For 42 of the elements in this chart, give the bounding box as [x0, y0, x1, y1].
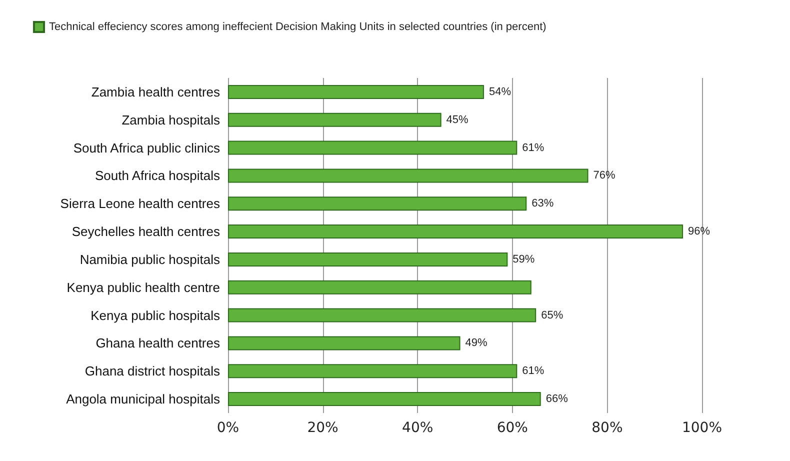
data-label: 61%	[522, 365, 544, 378]
y-tick-label: Kenya public hospitals	[90, 308, 220, 323]
bar	[228, 308, 536, 322]
y-tick-label: Sierra Leone health centres	[60, 196, 220, 212]
x-tick-label: 0%	[216, 420, 240, 436]
legend-label: Technical effeciency scores among ineffecient Decision Making Units in selected countries (in percent)	[49, 21, 546, 33]
y-tick-label: Ghana health centres	[96, 336, 220, 351]
bar	[228, 168, 588, 183]
data-label: 66%	[546, 393, 568, 406]
x-tick-label: 40%	[402, 420, 434, 436]
x-tick-label: 20%	[307, 420, 338, 436]
bar	[228, 364, 518, 378]
bar	[228, 84, 484, 99]
bar	[228, 392, 541, 406]
data-label: 59%	[512, 253, 535, 266]
bar	[228, 196, 527, 211]
bar	[228, 140, 518, 155]
bar	[228, 252, 508, 266]
y-tick-label: Kenya public health centre	[66, 280, 220, 295]
data-label: 61%	[522, 142, 544, 154]
x-tick-label: 60%	[496, 420, 528, 436]
y-tick-label: Zambia hospitals	[122, 112, 220, 128]
y-tick-label: Ghana district hospitals	[84, 364, 220, 379]
data-label: 49%	[465, 337, 488, 350]
data-label: 76%	[593, 170, 616, 182]
data-label: 96%	[688, 226, 710, 238]
y-tick-label: Seychelles health centres	[72, 224, 220, 240]
y-tick-label: Zambia health centres	[91, 84, 220, 100]
data-label: 63%	[532, 198, 554, 210]
x-tick-label: 100%	[682, 420, 722, 436]
bar	[228, 336, 460, 350]
bar	[228, 224, 684, 239]
y-tick-label: Namibia public hospitals	[80, 252, 220, 267]
data-label: 54%	[488, 86, 512, 98]
bar	[228, 112, 442, 127]
data-label: 65%	[541, 309, 564, 322]
y-tick-label: South Africa public clinics	[73, 140, 220, 156]
y-tick-label: South Africa hospitals	[94, 168, 220, 184]
bar	[228, 280, 532, 294]
data-label: 45%	[446, 114, 469, 126]
y-tick-label: Angola municipal hospitals	[66, 392, 220, 407]
x-tick-label: 80%	[592, 420, 623, 436]
